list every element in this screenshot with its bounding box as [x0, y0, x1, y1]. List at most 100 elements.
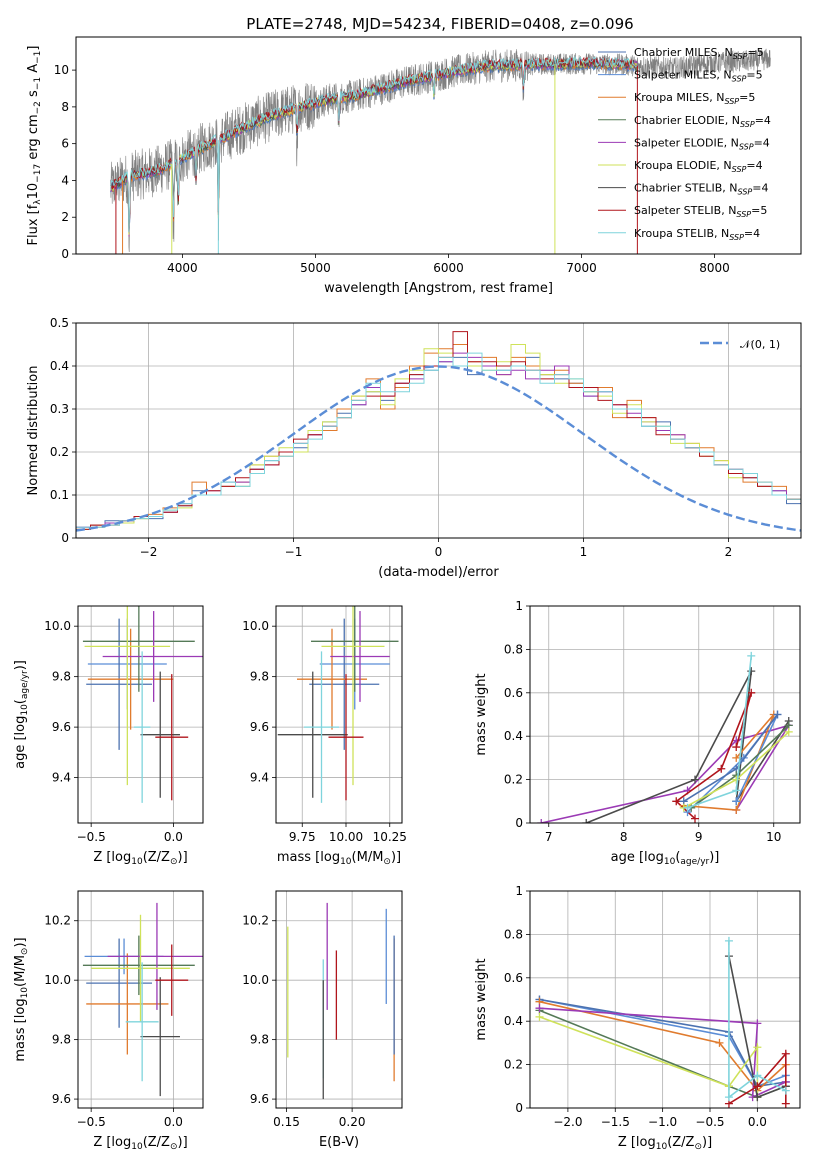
weight-point — [732, 797, 741, 806]
weight-point — [747, 667, 756, 676]
y-tick-label: 9.4 — [52, 771, 71, 785]
weight-point — [535, 1004, 544, 1013]
x-tick-label: 6000 — [433, 261, 464, 275]
x-tick-label: 4000 — [167, 261, 198, 275]
legend-count: =5 — [747, 46, 763, 59]
y-tick-label: 9.8 — [52, 670, 71, 684]
weight-series — [728, 940, 787, 1099]
y-axis-label: mass [log10(M/M⊙)] — [13, 937, 30, 1061]
y-axis-label: mass weight — [474, 673, 489, 755]
y-tick-label: 10.0 — [242, 619, 269, 633]
legend-entry: Kroupa ELODIE, NSSP=4 — [634, 159, 763, 174]
weight-point — [753, 1071, 762, 1080]
y-tick-label: 0.2 — [504, 1058, 523, 1072]
y-tick-label: 0.2 — [504, 773, 523, 787]
y-tick-label: 10.2 — [44, 914, 71, 928]
y-tick-label: 9.6 — [52, 1092, 71, 1106]
y-tick-label: 0.8 — [504, 927, 523, 941]
x-tick-label: −1.0 — [648, 1115, 677, 1129]
y-tick-label: 0.6 — [504, 686, 523, 700]
y-axis-label: age [log10(age/yr)] — [13, 660, 30, 769]
y-tick-label: 10.0 — [44, 619, 71, 633]
x-axis-label: (data-model)/error — [378, 565, 499, 580]
label-part: age [log — [611, 850, 664, 865]
y-tick-label: 9.6 — [52, 720, 71, 734]
legend-model: Chabrier STELIB, N — [634, 182, 738, 195]
legend-model: Salpeter STELIB, N — [634, 204, 736, 217]
axes-frame — [75, 322, 802, 539]
axes-age_vs_Z: −0.5 0.09.49.69.810.0Z [log10(Z/Z⊙)]age [… — [13, 605, 204, 867]
x-tick-label: 5000 — [300, 261, 331, 275]
legend-sub: SSP — [733, 52, 748, 61]
legend-sub: SSP — [736, 210, 751, 219]
label-part: )] — [178, 850, 188, 865]
axes-mass_vs_ebv: 0.15 0.20 9.6 9.8 10.0 10.2 E(B-V) — [242, 890, 403, 1150]
x-tick-label: 9 — [695, 830, 703, 844]
legend-count: =5 — [746, 69, 762, 82]
x-axis-label: age [log10(age/yr)] — [611, 850, 720, 867]
label-part: λ — [33, 199, 43, 205]
weight-point — [537, 819, 546, 823]
weight-series — [539, 998, 787, 1088]
y-tick-label: 0.2 — [50, 445, 69, 459]
y-tick-label: 10.0 — [242, 973, 269, 987]
legend-model: Chabrier MILES, N — [634, 46, 733, 59]
y-tick-label: 10.2 — [242, 914, 269, 928]
weight-point — [747, 688, 756, 697]
x-tick-label: −1 — [285, 545, 303, 559]
label-part: age/yr — [680, 857, 709, 867]
y-tick-label: 0.4 — [504, 729, 523, 743]
axes-frame — [529, 605, 801, 824]
axes-weight_vs_Z: −2.0 −1.5 −1.0 −0.5 0.0 0 0.2 0.4 0.6 0.8 1 Z [log1… — [474, 884, 801, 1152]
x-tick-label: 7000 — [566, 261, 597, 275]
label-part: )] — [702, 1135, 712, 1150]
x-tick-label: 8000 — [699, 261, 730, 275]
label-part: age [log — [13, 716, 28, 769]
weight-point — [781, 1099, 790, 1108]
legend-model: Salpeter MILES, N — [634, 69, 732, 82]
y-tick-label: 0.6 — [504, 971, 523, 985]
weight-point — [691, 775, 699, 784]
y-tick-label: 1 — [515, 599, 523, 613]
y-tick-label: 4 — [61, 173, 69, 187]
axes-spectrum: 4000 5000 6000 7000 8000 0 2 4 6 8 10 wavelength [A… — [26, 36, 802, 296]
weight-point — [724, 936, 733, 945]
weight-point — [717, 764, 726, 773]
x-axis-label: mass [log10(M/M⊙)] — [277, 850, 401, 867]
x-tick-label: 0.0 — [164, 1115, 183, 1129]
y-tick-label: 9.6 — [250, 1092, 269, 1106]
legend-count: =4 — [746, 159, 762, 172]
x-tick-label: −1.5 — [601, 1115, 630, 1129]
x-tick-label: 9.75 — [289, 830, 316, 844]
legend-count: =5 — [739, 91, 755, 104]
label-part: Z [log — [93, 850, 131, 865]
label-part: s — [26, 90, 41, 101]
label-part: −1 — [33, 77, 43, 90]
y-tick-label: 10.0 — [44, 973, 71, 987]
y-tick-label: 0 — [515, 1101, 523, 1115]
weight-point — [773, 710, 782, 719]
weight-point — [784, 727, 793, 736]
legend-count: =4 — [752, 182, 768, 195]
label-part: −2 — [33, 101, 43, 114]
legend-entry: Salpeter MILES, NSSP=5 — [634, 69, 763, 84]
legend-count: =4 — [744, 227, 760, 240]
legend-sub: SSP — [740, 120, 755, 129]
figure-title: PLATE=2748, MJD=54234, FIBERID=0408, z=0… — [246, 15, 633, 33]
label-part: )] — [13, 660, 28, 670]
plot-area — [535, 936, 790, 1108]
legend-sub: SSP — [732, 165, 747, 174]
axes-frame — [75, 36, 802, 255]
axes-frame — [275, 890, 403, 1109]
y-tick-label: 0 — [61, 247, 69, 261]
y-tick-label: 9.4 — [250, 771, 269, 785]
plot-area — [287, 902, 395, 1100]
x-axis-label: wavelength [Angstrom, rest frame] — [324, 281, 553, 296]
label-part: Z [log — [93, 1135, 131, 1150]
y-tick-label: 0.5 — [50, 316, 69, 330]
label-part: ] — [26, 46, 41, 51]
legend-entry: Chabrier STELIB, NSSP=4 — [634, 182, 768, 197]
x-tick-label: −0.5 — [77, 1115, 106, 1129]
